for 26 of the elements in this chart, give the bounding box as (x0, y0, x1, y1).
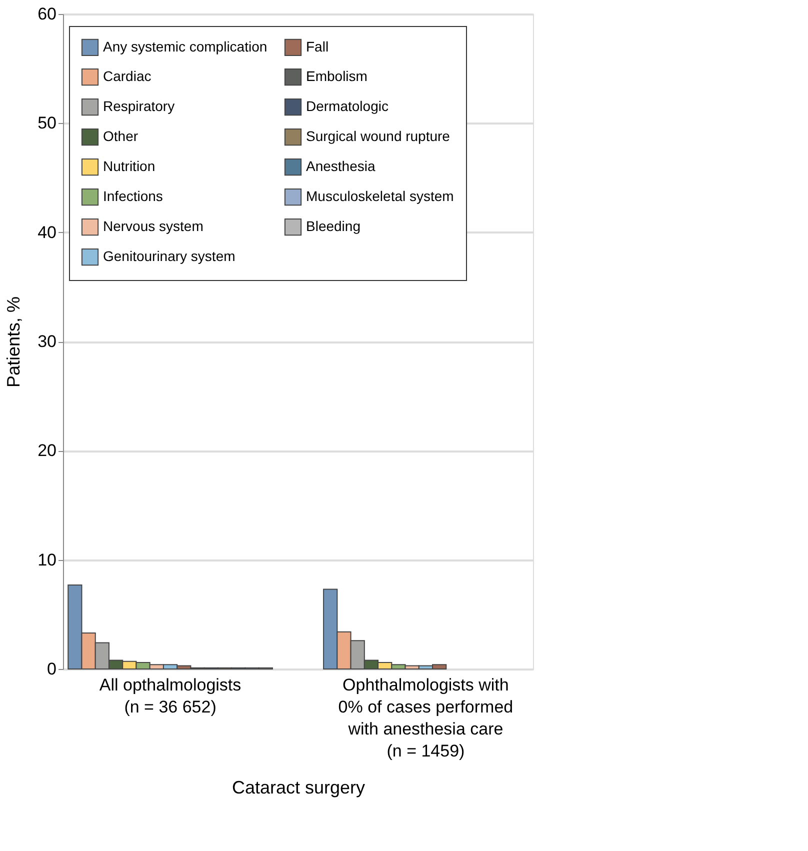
legend-label: Nervous system (103, 218, 204, 234)
legend-label: Anesthesia (306, 158, 376, 174)
x-axis-title: Cataract surgery (232, 778, 366, 798)
y-tick-label: 30 (38, 332, 56, 351)
legend-label: Dermatologic (306, 98, 388, 114)
legend-label: Cardiac (103, 68, 152, 84)
legend-label: Surgical wound rupture (306, 128, 450, 144)
legend-label: Respiratory (103, 98, 175, 114)
y-axis-title: Patients, % (4, 296, 24, 388)
x-tick-label: All opthalmologists (n = 36 652) (99, 676, 242, 716)
legend-label: Nutrition (103, 158, 156, 174)
x-tick-label: Ophthalmologists with 0% of cases performed with anesthesia care (n = 1459) (338, 676, 514, 760)
y-tick-label: 20 (38, 441, 56, 460)
legend-label: Other (103, 128, 138, 144)
y-tick-label: 10 (38, 550, 56, 570)
legend-label: Infections (103, 188, 163, 204)
legend-label: Fall (306, 38, 329, 54)
legend-label: Musculoskeletal system (306, 188, 454, 204)
y-tick-label: 50 (38, 114, 56, 133)
y-tick-label: 60 (38, 4, 56, 24)
y-tick-label: 40 (38, 222, 56, 242)
legend-label: Any systemic complication (103, 38, 268, 54)
legend-label: Embolism (306, 68, 368, 84)
legend-label: Genitourinary system (103, 248, 236, 264)
y-tick-label: 0 (47, 660, 56, 678)
legend-label: Bleeding (306, 218, 360, 234)
